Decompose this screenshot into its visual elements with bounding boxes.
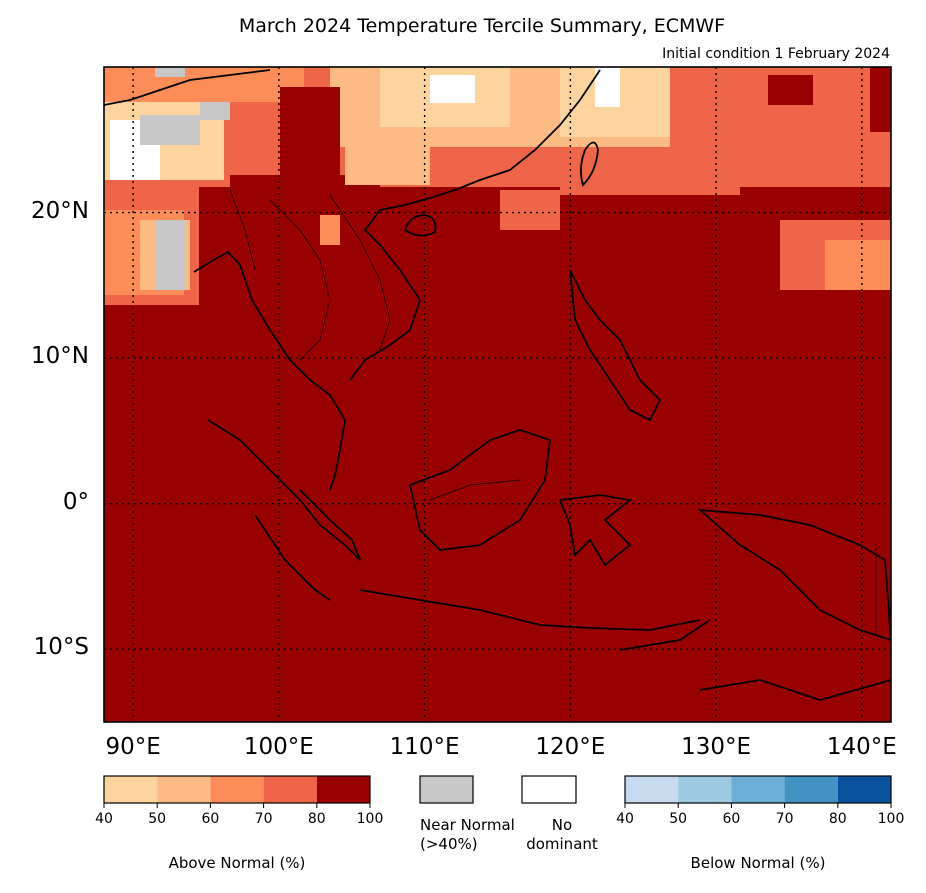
lon-tick-label: 90°E	[105, 734, 161, 760]
sumatra-south-coast	[254, 514, 331, 601]
lat-tick-label: 10°S	[33, 634, 89, 661]
colorbar-segment	[625, 776, 679, 803]
lon-tick-label: 120°E	[535, 734, 606, 760]
colorbar-segment	[210, 776, 264, 803]
new-guinea-coast	[697, 508, 891, 641]
colorbar-frame	[103, 775, 371, 804]
colorbar-segment	[157, 776, 211, 803]
sumatra-coast	[207, 419, 361, 561]
china-coast	[349, 69, 601, 381]
above-tick: 100	[356, 811, 384, 827]
near-normal-caption: Near Normal (>40%)	[420, 816, 515, 854]
lon-tick-label: 110°E	[389, 734, 460, 760]
taiwan-coast	[580, 141, 599, 187]
colorbar-segment	[316, 776, 370, 803]
map-title: March 2024 Temperature Tercile Summary, …	[238, 15, 726, 37]
lon-tick-label: 140°E	[826, 734, 897, 760]
lat-tick-label: 10°N	[31, 343, 89, 370]
indochina-coast-west	[193, 250, 346, 491]
above-tick: 80	[307, 811, 326, 827]
near-normal-label-line2: (>40%)	[420, 835, 478, 853]
sulawesi-coast	[558, 494, 633, 567]
near-normal-label-line1: Near Normal	[420, 816, 515, 834]
colorbar-segment	[731, 776, 785, 803]
above-tick: 40	[95, 811, 113, 827]
coastlines	[104, 69, 891, 701]
no-dominant-swatch	[521, 775, 577, 804]
no-dominant-caption: No dominant	[520, 816, 604, 854]
colorbar-segment	[784, 776, 838, 803]
borneo-coast	[408, 429, 551, 551]
lat-tick-label: 0°	[62, 488, 89, 515]
philippines-coast	[569, 269, 662, 422]
below-tick: 40	[616, 811, 634, 827]
above-tick: 60	[201, 811, 220, 827]
no-dominant-label-line1: No	[551, 816, 573, 834]
gridlines	[104, 67, 891, 722]
lat-tick-label: 20°N	[31, 197, 89, 224]
colorbar-segment	[678, 776, 732, 803]
himalaya-border	[104, 69, 271, 106]
below-tick: 70	[775, 811, 794, 827]
below-tick: 100	[877, 811, 905, 827]
below-normal-colorbar	[624, 775, 892, 808]
java-coast	[359, 589, 701, 631]
australia-coast	[699, 679, 891, 701]
above-tick: 70	[254, 811, 273, 827]
below-tick: 80	[828, 811, 847, 827]
colorbar-segment	[104, 776, 158, 803]
northern-band	[104, 67, 891, 305]
near-normal-swatch	[419, 775, 474, 804]
below-tick: 50	[669, 811, 688, 827]
country-borders	[229, 189, 877, 635]
map-frame	[103, 66, 892, 723]
above-normal-colorbar	[103, 775, 371, 808]
colorbar-segment	[837, 776, 891, 803]
below-normal-caption: Below Normal (%)	[690, 854, 826, 872]
colorbar-frame	[624, 775, 892, 804]
hainan-coast	[403, 214, 437, 237]
map-subtitle: Initial condition 1 February 2024	[662, 46, 890, 62]
above-tick: 50	[148, 811, 167, 827]
lon-tick-label: 130°E	[681, 734, 752, 760]
lon-tick-label: 100°E	[243, 734, 314, 760]
no-dominant-label-line2: dominant	[526, 835, 598, 853]
colorbar-segment	[263, 776, 317, 803]
lesser-sunda-coast	[619, 619, 711, 651]
below-tick: 60	[722, 811, 741, 827]
above-normal-caption: Above Normal (%)	[168, 854, 306, 872]
forecast-field	[104, 67, 891, 722]
